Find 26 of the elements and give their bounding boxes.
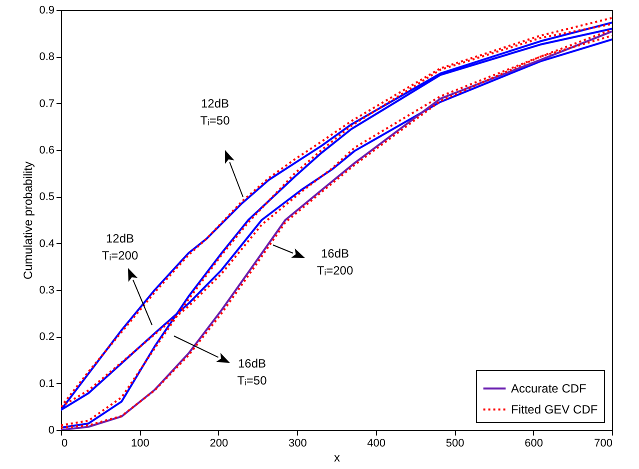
legend-label: Accurate CDF [511, 382, 586, 396]
x-tick-label: 600 [524, 438, 543, 450]
y-tick-label: 0.1 [39, 378, 54, 390]
x-tick-label: 200 [210, 438, 228, 450]
annotation: 12dB Tᵢ=50 [200, 96, 230, 128]
x-tick-label: 400 [367, 438, 386, 450]
x-tick-label: 500 [446, 438, 464, 450]
y-axis-title: Cumulative probability [21, 161, 36, 280]
x-tick-label: 300 [288, 438, 307, 450]
x-axis-title: x [334, 450, 340, 464]
x-tick-label: 700 [594, 438, 612, 450]
y-tick-label: 0.9 [39, 4, 54, 16]
y-tick-label: 0 [48, 424, 54, 436]
y-tick-label: 0.2 [39, 331, 54, 344]
legend-label: Fitted GEV CDF [511, 402, 598, 416]
y-tick-label: 0.8 [39, 51, 54, 64]
y-tick-label: 0.4 [39, 238, 54, 250]
y-tick-label: 0.6 [39, 144, 54, 156]
y-tick-label: 0.5 [39, 191, 54, 204]
annotation: 16dB Tᵢ=200 [316, 246, 354, 278]
x-tick-label: 0 [62, 438, 68, 450]
annotation: 16dB Tᵢ=50 [237, 356, 268, 388]
annotation: 12dB Tᵢ=200 [102, 232, 138, 262]
x-tick-label: 100 [131, 438, 150, 450]
y-tick-label: 0.7 [39, 98, 54, 110]
y-tick-label: 0.3 [39, 284, 54, 296]
